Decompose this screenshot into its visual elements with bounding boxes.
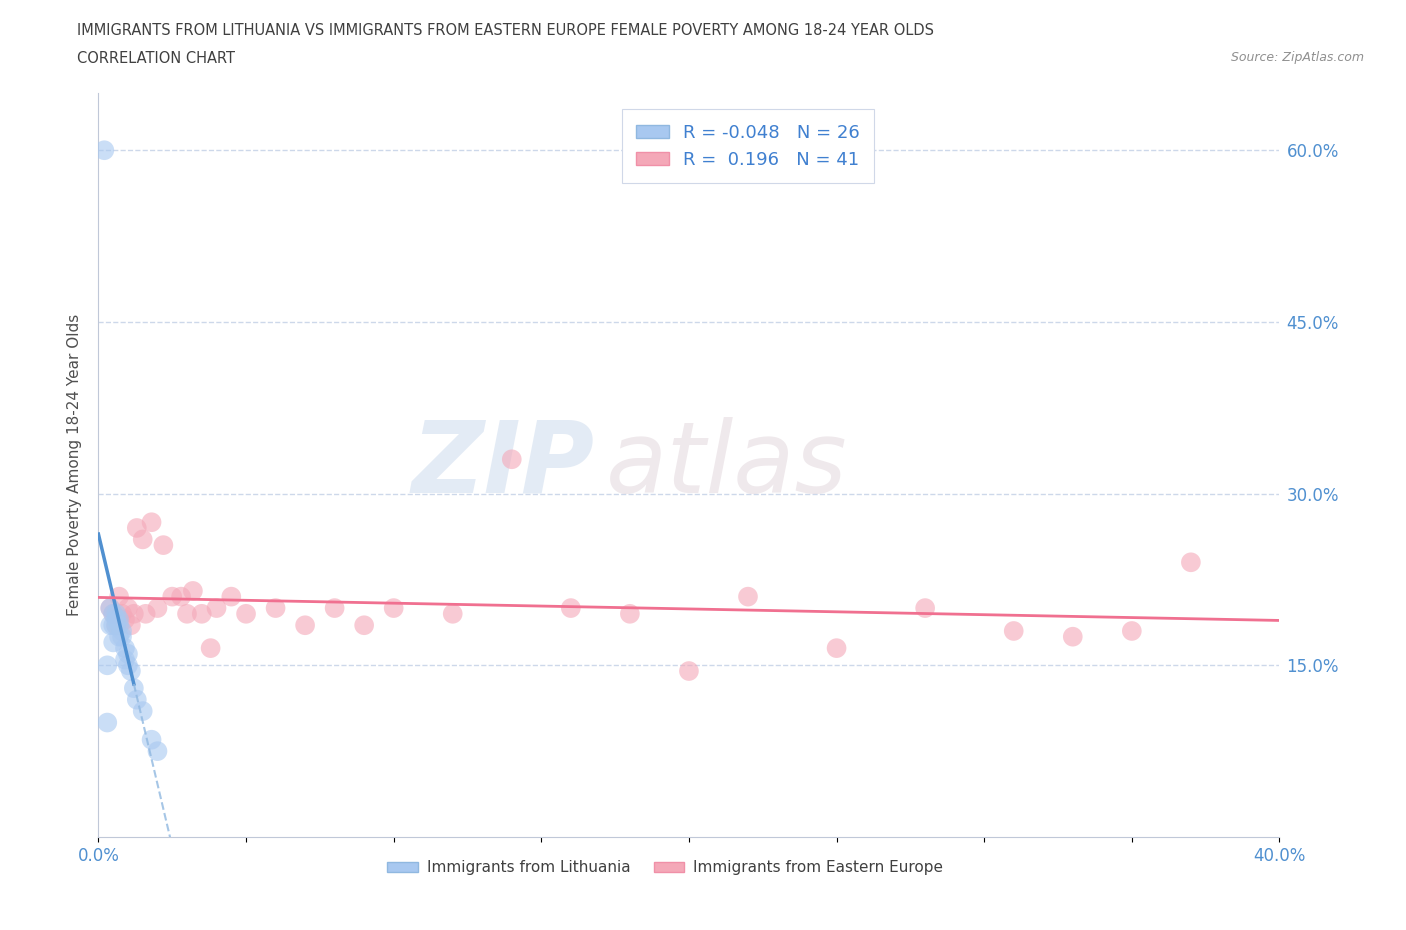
- Point: [501, 452, 523, 467]
- Point: [105, 618, 128, 632]
- Point: [105, 612, 128, 627]
- Point: [141, 515, 163, 530]
- Point: [200, 641, 222, 656]
- Point: [1062, 630, 1084, 644]
- Point: [294, 618, 316, 632]
- Point: [125, 521, 148, 536]
- Point: [132, 704, 155, 719]
- Point: [122, 606, 145, 621]
- Text: CORRELATION CHART: CORRELATION CHART: [77, 51, 235, 66]
- Point: [103, 618, 125, 632]
- Point: [152, 538, 174, 552]
- Point: [382, 601, 405, 616]
- Point: [114, 612, 136, 627]
- Point: [221, 590, 243, 604]
- Point: [235, 606, 257, 621]
- Point: [162, 590, 183, 604]
- Point: [560, 601, 582, 616]
- Point: [170, 590, 193, 604]
- Point: [120, 664, 142, 679]
- Point: [1180, 555, 1202, 570]
- Point: [111, 606, 134, 621]
- Legend: Immigrants from Lithuania, Immigrants from Eastern Europe: Immigrants from Lithuania, Immigrants fr…: [381, 855, 949, 882]
- Point: [96, 715, 118, 730]
- Point: [146, 601, 169, 616]
- Point: [353, 618, 375, 632]
- Point: [122, 681, 145, 696]
- Point: [117, 658, 139, 672]
- Point: [125, 692, 148, 707]
- Point: [103, 606, 125, 621]
- Point: [678, 664, 700, 679]
- Point: [117, 646, 139, 661]
- Point: [114, 641, 136, 656]
- Point: [96, 658, 118, 672]
- Point: [108, 612, 131, 627]
- Point: [111, 623, 134, 638]
- Text: ZIP: ZIP: [412, 417, 595, 513]
- Point: [264, 601, 287, 616]
- Point: [111, 630, 134, 644]
- Point: [98, 601, 121, 616]
- Point: [146, 744, 169, 759]
- Point: [108, 630, 131, 644]
- Point: [737, 590, 759, 604]
- Point: [98, 601, 121, 616]
- Point: [914, 601, 936, 616]
- Point: [132, 532, 155, 547]
- Point: [176, 606, 198, 621]
- Point: [181, 583, 204, 598]
- Point: [1121, 623, 1143, 638]
- Point: [825, 641, 848, 656]
- Point: [120, 618, 142, 632]
- Point: [105, 606, 128, 621]
- Point: [93, 143, 115, 158]
- Point: [114, 652, 136, 667]
- Point: [191, 606, 214, 621]
- Point: [108, 618, 131, 632]
- Point: [108, 590, 131, 604]
- Text: Source: ZipAtlas.com: Source: ZipAtlas.com: [1230, 51, 1364, 64]
- Point: [105, 618, 128, 632]
- Point: [441, 606, 464, 621]
- Point: [323, 601, 346, 616]
- Text: IMMIGRANTS FROM LITHUANIA VS IMMIGRANTS FROM EASTERN EUROPE FEMALE POVERTY AMONG: IMMIGRANTS FROM LITHUANIA VS IMMIGRANTS …: [77, 23, 935, 38]
- Y-axis label: Female Poverty Among 18-24 Year Olds: Female Poverty Among 18-24 Year Olds: [67, 314, 83, 617]
- Point: [205, 601, 228, 616]
- Point: [103, 635, 125, 650]
- Point: [103, 606, 125, 621]
- Text: atlas: atlas: [606, 417, 848, 513]
- Point: [1002, 623, 1025, 638]
- Point: [619, 606, 641, 621]
- Point: [117, 601, 139, 616]
- Point: [135, 606, 157, 621]
- Point: [98, 618, 121, 632]
- Point: [141, 732, 163, 747]
